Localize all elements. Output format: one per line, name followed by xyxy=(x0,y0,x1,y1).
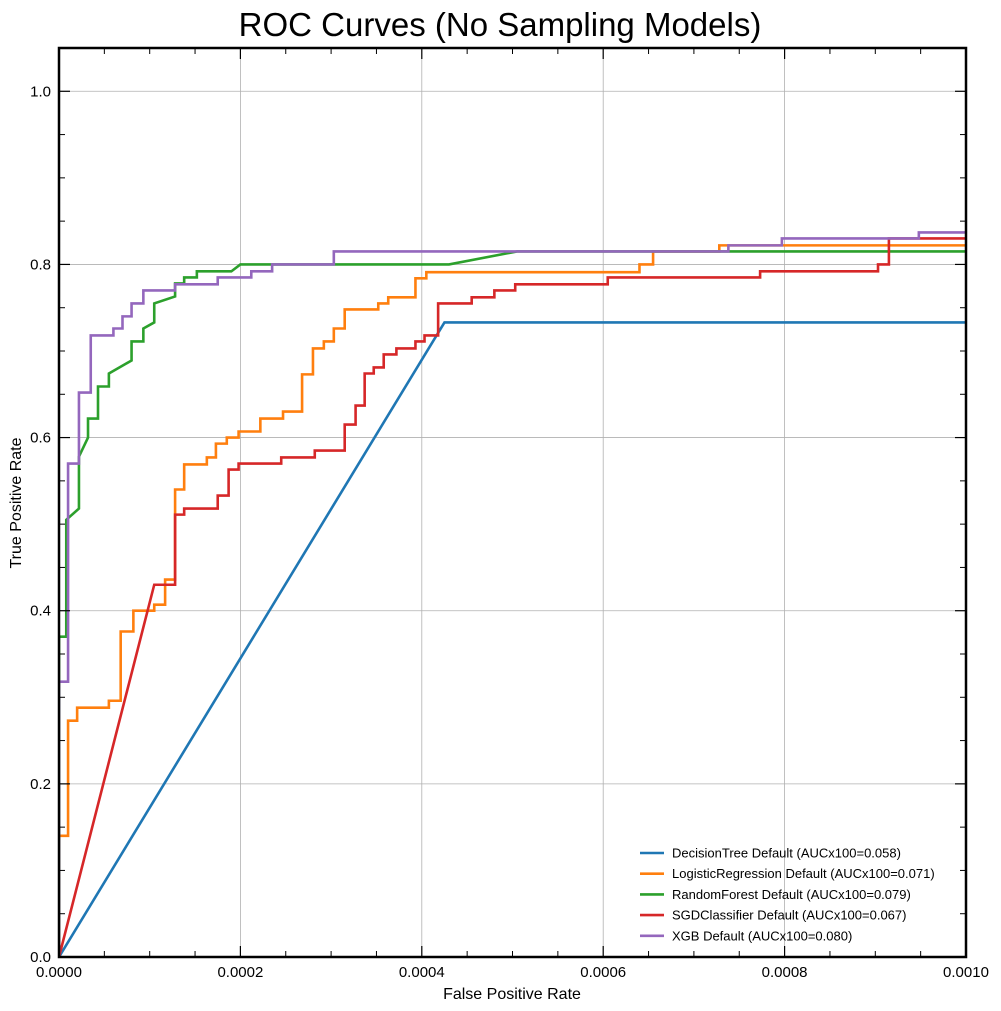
x-axis-label: False Positive Rate xyxy=(443,986,581,1003)
legend-label: LogisticRegression Default (AUCx100=0.07… xyxy=(672,866,935,881)
plot-frame xyxy=(57,46,968,959)
y-tick-label: 1.0 xyxy=(30,83,51,100)
series-lines xyxy=(59,231,966,957)
grid-lines xyxy=(58,48,967,958)
x-tick-label: 0.0008 xyxy=(762,964,808,981)
series-line-2 xyxy=(59,244,966,957)
x-tick-label: 0.0010 xyxy=(943,964,989,981)
series-line-4 xyxy=(59,237,966,957)
legend-label: XGB Default (AUCx100=0.080) xyxy=(672,928,852,943)
tick-labels: 0.0000 0.0002 0.0004 0.0006 0.0008 0.0010 0.0 0… xyxy=(30,83,989,981)
x-tick-label: 0.0002 xyxy=(217,964,263,981)
chart-title: ROC Curves (No Sampling Models) xyxy=(239,6,762,43)
legend-label: DecisionTree Default (AUCx100=0.058) xyxy=(672,846,901,861)
axis-ticks xyxy=(58,47,967,958)
y-tick-label: 0.2 xyxy=(30,776,51,793)
legend: DecisionTree Default (AUCx100=0.058) Logi… xyxy=(640,846,935,943)
series-line-1 xyxy=(59,321,966,957)
y-tick-label: 0.0 xyxy=(30,949,51,966)
y-tick-label: 0.4 xyxy=(30,603,51,620)
y-tick-label: 0.8 xyxy=(30,256,51,273)
x-tick-label: 0.0004 xyxy=(399,964,445,981)
series-line-5 xyxy=(59,231,966,957)
x-tick-label: 0.0000 xyxy=(36,964,82,981)
y-tick-label: 0.6 xyxy=(30,430,51,447)
series-line-3 xyxy=(59,250,966,957)
y-axis-label: True Positive Rate xyxy=(8,437,25,568)
legend-label: SGDClassifier Default (AUCx100=0.067) xyxy=(672,908,906,923)
legend-label: RandomForest Default (AUCx100=0.079) xyxy=(672,887,911,902)
x-tick-label: 0.0006 xyxy=(580,964,626,981)
